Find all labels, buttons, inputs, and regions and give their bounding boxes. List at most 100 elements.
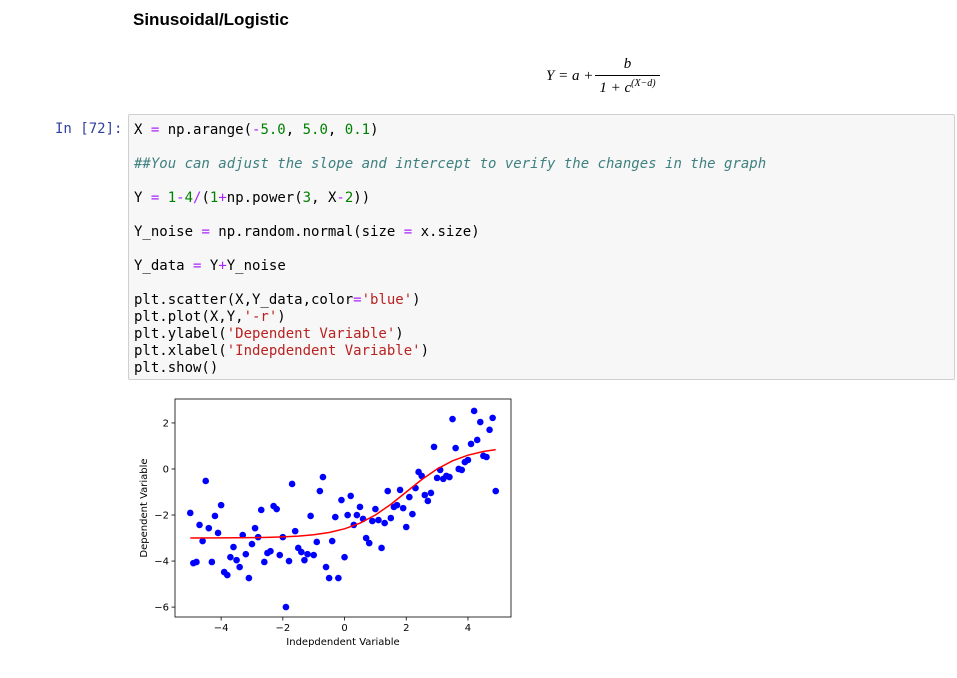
scatter-point (319, 473, 327, 481)
code-token: Y_noise (134, 224, 202, 240)
code-token: = (201, 224, 210, 240)
scatter-point (492, 487, 500, 495)
scatter-point (341, 553, 348, 561)
scatter-point (304, 550, 311, 558)
code-token: ( (201, 190, 210, 206)
scatter-point (418, 472, 425, 480)
scatter-point (251, 524, 259, 532)
scatter-point (276, 551, 284, 559)
scatter-point (233, 556, 240, 564)
scatter-point (223, 571, 231, 579)
scatter-point (313, 538, 321, 546)
code-line: plt.show() (134, 360, 949, 377)
code-line: plt.ylabel('Dependent Variable') (134, 326, 949, 343)
code-token: np.arange( (159, 122, 253, 138)
scatter-point (365, 539, 373, 547)
scatter-point (458, 466, 466, 474)
scatter-point (381, 519, 388, 527)
scatter-point (267, 547, 274, 555)
scatter-point (291, 527, 299, 535)
exponent: (X−d) (631, 78, 656, 89)
code-token: ) (412, 292, 421, 308)
formula: Y = a + b 1 + c(X−d) (546, 56, 660, 97)
scatter-point (227, 553, 234, 561)
scatter-point (273, 505, 280, 513)
scatter-point (375, 516, 382, 524)
scatter-point (217, 501, 225, 509)
scatter-point (239, 531, 247, 539)
y-tick-label: −6 (154, 603, 169, 614)
code-line: plt.plot(X,Y,'-r') (134, 309, 949, 326)
code-token: 'blue' (361, 292, 413, 308)
code-token: 3 (302, 190, 312, 206)
scatter-point (470, 407, 478, 415)
code-token: - (336, 190, 345, 206)
code-line: Y_data = Y+Y_noise (134, 258, 949, 275)
scatter-point (362, 534, 370, 542)
code-token: ) (277, 309, 286, 325)
scatter-point (301, 556, 308, 564)
scatter-point (449, 415, 456, 423)
y-tick-label: −2 (154, 511, 169, 522)
code-token: Y (201, 258, 219, 274)
code-token: 5.0 (302, 122, 328, 138)
scatter-point (387, 514, 395, 522)
scatter-point (310, 551, 317, 559)
scatter-point (467, 440, 475, 448)
scatter-point (208, 558, 216, 566)
scatter-point (369, 517, 376, 525)
x-tick-label: 4 (465, 623, 471, 634)
code-token: plt.xlabel( (134, 343, 227, 359)
code-token: - (176, 190, 185, 206)
x-axis-label: Indepdendent Variable (286, 637, 399, 648)
code-token: Y_data (134, 258, 194, 274)
code-token: plt.ylabel( (134, 326, 227, 342)
scatter-point (486, 426, 493, 434)
code-token: 1 (209, 190, 219, 206)
scatter-point (384, 487, 392, 495)
scatter-point (409, 510, 416, 518)
formula-lhs: Y = a + (546, 68, 594, 84)
code-token: ##You can adjust the slope and intercept… (134, 156, 767, 172)
y-tick-label: 0 (163, 464, 169, 475)
code-token: , X (311, 190, 337, 206)
code-token: plt.plot(X,Y, (134, 309, 244, 325)
code-line (134, 241, 949, 258)
scatter-point (452, 444, 459, 452)
code-token: = (150, 190, 160, 206)
scatter-point (393, 501, 401, 509)
scatter-point (316, 487, 324, 495)
code-token: / (193, 190, 202, 206)
scatter-point (205, 524, 213, 532)
scatter-point (477, 418, 484, 426)
code-line: Y_noise = np.random.normal(size = x.size… (134, 224, 949, 241)
scatter-point (211, 512, 219, 520)
scatter-point (214, 529, 222, 537)
code-token: = (150, 122, 160, 138)
code-line: Y = 1-4/(1+np.power(3, X-2)) (134, 190, 949, 207)
scatter-point (421, 491, 429, 499)
code-token: ) (370, 122, 379, 138)
code-token: = (193, 258, 202, 274)
code-token: + (218, 258, 227, 274)
scatter-point (298, 548, 305, 556)
code-line: plt.scatter(X,Y_data,color='blue') (134, 292, 949, 309)
scatter-point (307, 512, 314, 520)
scatter-point (424, 497, 432, 505)
code-token (159, 190, 167, 206)
scatter-point (186, 509, 194, 517)
heading: Sinusoidal/Logistic (133, 10, 289, 29)
scatter-point (236, 563, 243, 571)
code-token: Y (134, 190, 151, 206)
code-token: 'Dependent Variable' (226, 326, 396, 342)
scatter-point (325, 574, 333, 582)
scatter-point (199, 537, 206, 545)
code-cell[interactable]: X = np.arange(-5.0, 5.0, 0.1) ##You can a… (128, 114, 955, 380)
scatter-point (331, 513, 339, 521)
code-token: ) (420, 343, 430, 359)
scatter-point (489, 414, 496, 422)
scatter-point (356, 503, 364, 511)
y-axis-label: Dependent Variable (139, 458, 150, 557)
scatter-point (406, 493, 413, 501)
scatter-point (446, 473, 453, 481)
